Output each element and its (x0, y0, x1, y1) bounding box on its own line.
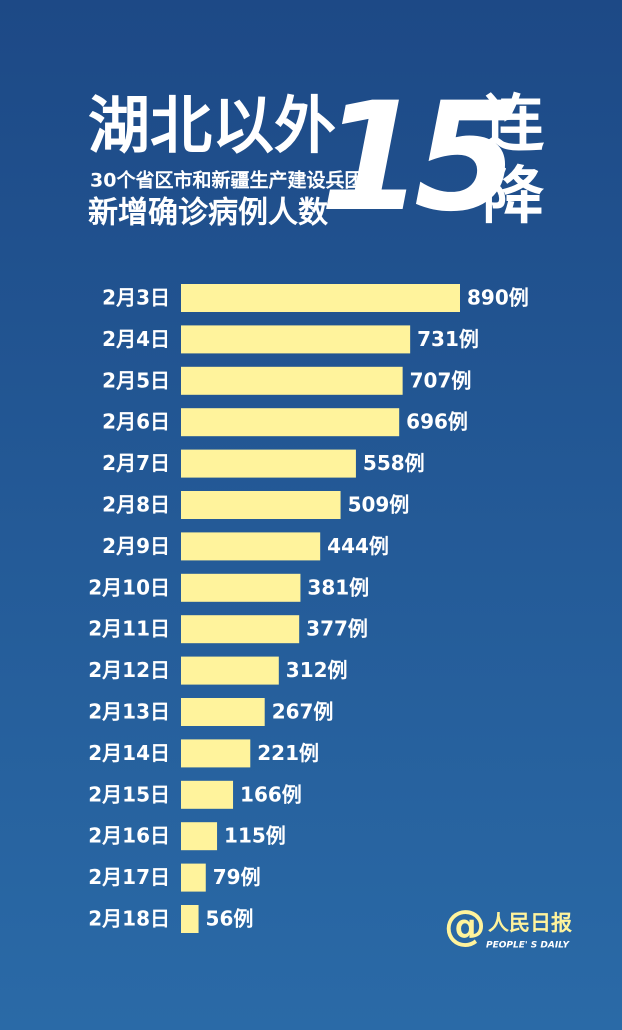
category-label: 2月3日 (102, 286, 170, 310)
category-label: 2月7日 (102, 451, 170, 475)
bar (181, 863, 206, 892)
headline-word: 降 (482, 159, 544, 232)
category-label: 2月14日 (88, 741, 170, 765)
value-label: 79例 (213, 865, 261, 889)
headline-word: 连 (482, 87, 545, 160)
value-label: 115例 (224, 824, 286, 848)
bar (181, 573, 301, 602)
logo-name: 人民日报 (488, 911, 572, 935)
bar (181, 532, 321, 561)
category-label: 2月15日 (88, 782, 170, 806)
bar (181, 491, 341, 519)
bar (181, 822, 218, 851)
category-label: 2月16日 (88, 824, 170, 848)
bar (181, 615, 300, 644)
bar (181, 366, 403, 395)
category-label: 2月12日 (88, 658, 170, 682)
category-label: 2月5日 (102, 368, 170, 392)
category-label: 2月10日 (88, 575, 170, 599)
subtitle: 30个省区市和新疆生产建设兵团 (90, 169, 363, 192)
value-label: 381例 (307, 575, 369, 599)
value-label: 166例 (240, 782, 302, 806)
value-label: 890例 (467, 286, 529, 310)
bar (181, 780, 234, 809)
value-label: 696例 (406, 410, 468, 434)
logo-symbol: @ (444, 901, 486, 950)
value-label: 377例 (306, 617, 368, 641)
bar (181, 698, 265, 726)
bar (181, 284, 460, 312)
category-label: 2月17日 (88, 865, 170, 889)
value-label: 221例 (257, 741, 319, 765)
headline-number: 15 (320, 71, 511, 245)
bar (181, 656, 279, 685)
category-label: 2月18日 (88, 907, 170, 931)
value-label: 509例 (348, 493, 410, 517)
bar (181, 408, 400, 437)
category-label: 2月13日 (88, 700, 170, 724)
bar (181, 739, 251, 768)
bar (181, 325, 411, 354)
value-label: 444例 (327, 534, 389, 558)
value-label: 707例 (410, 368, 472, 392)
value-label: 267例 (272, 700, 334, 724)
category-label: 2月8日 (102, 493, 170, 517)
category-label: 2月4日 (102, 327, 170, 351)
bar (181, 449, 356, 478)
subtitle: 新增确诊病例人数 (88, 196, 329, 231)
category-label: 2月6日 (102, 410, 170, 434)
value-label: 558例 (363, 451, 425, 475)
logo-name-en: PEOPLE' S DAILY (486, 941, 570, 951)
bar (181, 905, 199, 933)
title: 湖北以外 (88, 89, 336, 162)
value-label: 312例 (286, 658, 348, 682)
category-label: 2月11日 (88, 617, 170, 641)
value-label: 731例 (417, 327, 479, 351)
value-label: 56例 (206, 907, 254, 931)
category-label: 2月9日 (102, 534, 170, 558)
